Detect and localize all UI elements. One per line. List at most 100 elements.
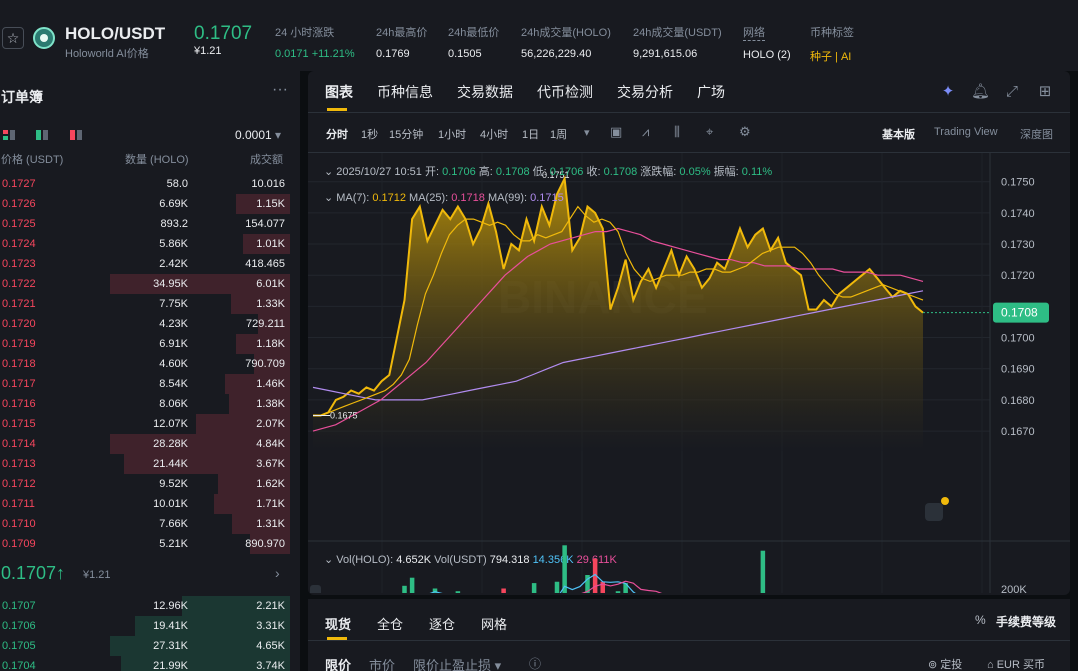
order-type-market[interactable]: 市价 xyxy=(369,658,396,671)
volume-bar xyxy=(615,591,621,593)
volume-bar xyxy=(760,550,766,593)
ask-qty: 58.0 xyxy=(166,178,188,190)
ask-price: 0.1718 xyxy=(2,358,36,370)
bid-row[interactable]: 0.1704 21.99K 3.74K xyxy=(0,656,300,671)
calendar-icon[interactable]: ▣ xyxy=(610,124,623,139)
ask-row[interactable]: 0.1714 28.28K 4.84K xyxy=(0,434,300,454)
ask-qty: 2.42K xyxy=(159,258,188,270)
ohlc-value: 0.1706 xyxy=(550,166,587,178)
ask-row[interactable]: 0.1715 12.07K 2.07K xyxy=(0,414,300,434)
ask-row[interactable]: 0.1712 9.52K 1.62K xyxy=(0,474,300,494)
asks-view-icon[interactable] xyxy=(69,130,82,140)
interval-1h[interactable]: 1小时 xyxy=(438,129,467,141)
settings-icon[interactable]: ⚙ xyxy=(739,124,751,139)
ask-price: 0.1715 xyxy=(2,418,36,430)
chevron-right-icon[interactable]: › xyxy=(275,565,280,581)
chevron-down-icon: ▾ xyxy=(275,128,282,142)
sparkle-ai-icon[interactable]: ✦ xyxy=(941,83,955,100)
orderbook-title: 订单簿 xyxy=(1,89,43,105)
tab-token-check[interactable]: 代币检测 xyxy=(537,84,593,100)
ma25-line xyxy=(312,227,924,432)
bid-qty: 21.99K xyxy=(153,660,188,671)
tab-spot[interactable]: 现货 xyxy=(325,617,352,632)
ask-row[interactable]: 0.1709 5.21K 890.970 xyxy=(0,534,300,554)
bid-row[interactable]: 0.1705 27.31K 4.65K xyxy=(0,636,300,656)
bid-price: 0.1704 xyxy=(2,660,36,671)
interval-1w[interactable]: 1周 xyxy=(550,129,568,141)
bids-view-icon[interactable] xyxy=(36,130,49,140)
ask-total: 1.18K xyxy=(256,338,285,350)
y-tick-label: 0.1720 xyxy=(1001,270,1035,282)
ask-row[interactable]: 0.1717 8.54K 1.46K xyxy=(0,374,300,394)
precision-select[interactable]: 0.0001 ▾ xyxy=(235,128,281,142)
tab-coin-info[interactable]: 币种信息 xyxy=(377,84,433,100)
bids-list: 0.1707 12.96K 2.21K 0.1706 19.41K 3.31K 0.1705… xyxy=(0,596,300,671)
interval-1d[interactable]: 1日 xyxy=(522,129,540,141)
ask-row[interactable]: 0.1720 4.23K 729.211 xyxy=(0,314,300,334)
price-chart[interactable]: 0.17500.17400.17300.17200.17100.17000.16… xyxy=(308,153,1070,593)
candle-type-icon[interactable]: ⫼ xyxy=(674,124,680,139)
bid-qty: 12.96K xyxy=(153,600,188,612)
ask-row[interactable]: 0.1724 5.86K 1.01K xyxy=(0,234,300,254)
pair-subtitle-link[interactable]: Holoworld AI价格 xyxy=(65,48,149,60)
bid-row[interactable]: 0.1707 12.96K 2.21K xyxy=(0,596,300,616)
ask-row[interactable]: 0.1713 21.44K 3.67K xyxy=(0,454,300,474)
ohlc-value: 0.11% xyxy=(742,166,773,178)
volume-bar xyxy=(585,575,590,593)
drawing-tools-icon[interactable]: ⌖ xyxy=(706,124,714,139)
stat-tags[interactable]: 币种标签 种子 | AI xyxy=(810,24,854,64)
ask-row[interactable]: 0.1711 10.01K 1.71K xyxy=(0,494,300,514)
info-icon[interactable]: ⓘ xyxy=(529,657,542,671)
ask-total: 729.211 xyxy=(246,318,285,330)
ask-row[interactable]: 0.1722 34.95K 6.01K xyxy=(0,274,300,294)
price-tag xyxy=(993,302,1049,323)
tab-grid[interactable]: 网格 xyxy=(481,617,508,632)
ask-row[interactable]: 0.1725 893.2 154.077 xyxy=(0,214,300,234)
eur-buy-link[interactable]: ⌂ EUR 买币 xyxy=(987,656,1045,671)
view-tradingview[interactable]: Trading View xyxy=(934,126,998,138)
expand-icon[interactable]: ⤢ xyxy=(1005,83,1018,100)
depth-bar xyxy=(236,334,290,354)
tab-chart[interactable]: 图表 xyxy=(325,84,353,100)
stat-24h-volume-holo: 24h成交量(HOLO) 56,226,229.40 xyxy=(521,24,611,60)
tab-isolated[interactable]: 逐仓 xyxy=(429,617,456,632)
ask-row[interactable]: 0.1727 58.0 10.016 xyxy=(0,174,300,194)
more-icon[interactable]: ··· xyxy=(272,81,288,98)
bell-icon[interactable]: 🔔︎ xyxy=(971,83,991,100)
ohlc-label: 开: xyxy=(425,166,442,178)
grid-layout-icon[interactable]: ⊞ xyxy=(1038,83,1052,100)
both-sides-view-icon[interactable] xyxy=(3,130,15,140)
interval-4h[interactable]: 4小时 xyxy=(480,129,509,141)
fee-level-link[interactable]: 手续费等级 xyxy=(996,615,1057,629)
ask-qty: 7.75K xyxy=(159,298,188,310)
favorite-star-icon[interactable]: ☆ xyxy=(2,27,24,49)
ask-row[interactable]: 0.1726 6.69K 1.15K xyxy=(0,194,300,214)
pair-name[interactable]: HOLO/USDT xyxy=(65,24,166,43)
interval-1s[interactable]: 1秒 xyxy=(361,129,379,141)
order-type-stop-limit[interactable]: 限价止盈止损 ▾ xyxy=(413,658,502,671)
ask-row[interactable]: 0.1719 6.91K 1.18K xyxy=(0,334,300,354)
tab-trade-analysis[interactable]: 交易分析 xyxy=(617,84,673,100)
ask-row[interactable]: 0.1716 8.06K 1.38K xyxy=(0,394,300,414)
ask-row[interactable]: 0.1710 7.66K 1.31K xyxy=(0,514,300,534)
ask-qty: 10.01K xyxy=(153,498,188,510)
tab-trade-data[interactable]: 交易数据 xyxy=(457,84,513,100)
auto-invest-link[interactable]: ⊚ 定投 xyxy=(928,656,962,671)
ask-row[interactable]: 0.1723 2.42K 418.465 xyxy=(0,254,300,274)
order-type-limit[interactable]: 限价 xyxy=(325,658,352,671)
depth-bar xyxy=(257,314,290,334)
interval-line[interactable]: 分时 xyxy=(326,129,348,141)
ask-row[interactable]: 0.1721 7.75K 1.33K xyxy=(0,294,300,314)
view-basic[interactable]: 基本版 xyxy=(882,129,915,141)
tab-square[interactable]: 广场 xyxy=(697,84,725,100)
tab-cross[interactable]: 全仓 xyxy=(377,617,404,632)
stat-network[interactable]: 网络 HOLO (2) xyxy=(743,24,791,61)
ask-qty: 8.54K xyxy=(159,378,188,390)
interval-more-chevron-icon[interactable]: ▾ xyxy=(584,127,590,139)
ask-price: 0.1712 xyxy=(2,478,36,490)
interval-15m[interactable]: 15分钟 xyxy=(389,129,424,141)
ask-row[interactable]: 0.1718 4.60K 790.709 xyxy=(0,354,300,374)
view-depth[interactable]: 深度图 xyxy=(1020,129,1053,141)
bid-row[interactable]: 0.1706 19.41K 3.31K xyxy=(0,616,300,636)
indicator-icon[interactable]: ⩘ xyxy=(642,124,650,139)
